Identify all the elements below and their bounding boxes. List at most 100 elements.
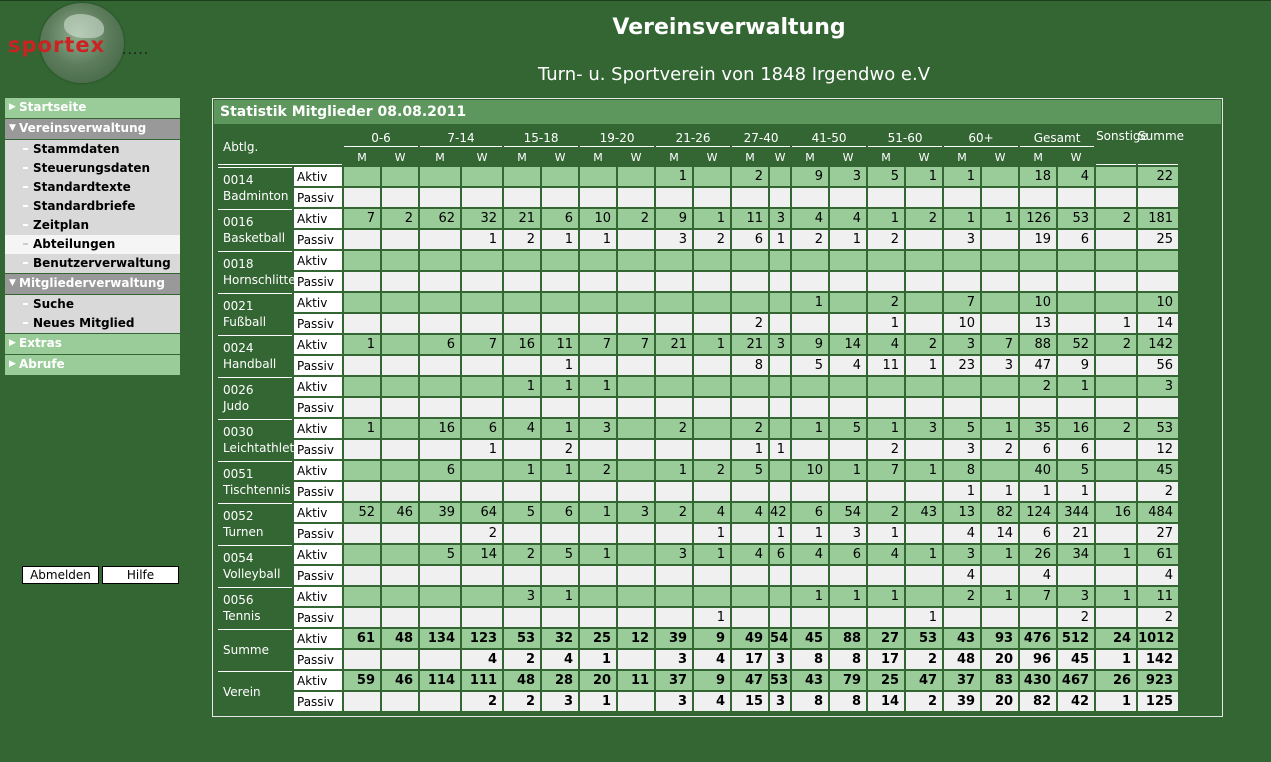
table-cell: [868, 398, 905, 417]
table-cell: [462, 566, 503, 585]
table-cell: 32: [542, 629, 579, 648]
table-cell: [830, 566, 867, 585]
table-row: Passiv 1 1 1 1 2: [218, 482, 1271, 501]
table-cell: [382, 356, 419, 375]
sidebar-nav: ▶ Startseite ▼ Vereinsverwaltung Stammda…: [5, 98, 180, 376]
table-cell: [982, 377, 1019, 396]
nav-item-suche[interactable]: Suche: [5, 295, 180, 314]
table-cell: [1138, 272, 1179, 291]
table-cell: [344, 482, 381, 501]
table-cell: [656, 251, 693, 270]
table-cell: [906, 272, 943, 291]
table-cell: 4: [732, 503, 769, 522]
table-cell: 11: [542, 335, 579, 354]
nav-item-zeitplan[interactable]: Zeitplan: [5, 216, 180, 235]
table-cell: 2: [868, 230, 905, 249]
table-cell: [982, 461, 1019, 480]
table-cell: [504, 167, 541, 186]
table-cell: 8: [732, 356, 769, 375]
nav-item-standardbriefe[interactable]: Standardbriefe: [5, 197, 180, 216]
table-row: 0018 Hornschlitten Aktiv: [218, 251, 1271, 287]
nav-item-steuerungsdaten[interactable]: Steuerungsdaten: [5, 159, 180, 178]
table-cell: [906, 188, 943, 207]
gender-m-header: M: [669, 150, 679, 164]
nav-item-benutzerverwaltung[interactable]: Benutzerverwaltung: [5, 254, 180, 273]
table-cell: [1020, 188, 1057, 207]
table-cell: [792, 251, 829, 270]
table-cell: [462, 167, 503, 186]
table-cell: [982, 230, 1019, 249]
table-cell: 14: [1138, 314, 1179, 333]
table-cell: 1: [462, 230, 503, 249]
table-cell: 28: [542, 671, 579, 690]
table-cell: [694, 167, 731, 186]
table-cell: [792, 608, 829, 627]
table-cell: [542, 251, 579, 270]
status-label-passiv: Passiv: [294, 524, 343, 543]
nav-item-stammdaten[interactable]: Stammdaten: [5, 140, 180, 159]
nav-item-abteilungen[interactable]: Abteilungen: [5, 235, 180, 254]
table-cell: [542, 167, 579, 186]
table-cell: [830, 188, 867, 207]
table-cell: [656, 398, 693, 417]
table-row: Passiv 1 2 1 1 2 3 2 6 6 12: [218, 440, 1271, 459]
age-group-header: 21-26: [656, 129, 731, 147]
table-cell: 3: [1138, 377, 1179, 396]
table-cell: 2: [1058, 608, 1095, 627]
table-cell: 2: [982, 440, 1019, 459]
table-cell: 52: [344, 503, 381, 522]
table-cell: 10: [944, 314, 981, 333]
help-button[interactable]: Hilfe: [102, 566, 179, 584]
nav-vereinsverwaltung[interactable]: ▼ Vereinsverwaltung: [5, 119, 180, 139]
table-cell: 2: [504, 545, 541, 564]
nav-extras[interactable]: ▶ Extras: [5, 334, 180, 354]
table-cell: [982, 293, 1019, 312]
table-cell: [580, 293, 617, 312]
table-cell: [1096, 251, 1137, 270]
table-cell: [504, 566, 541, 585]
table-cell: 2: [906, 692, 943, 711]
table-cell: [868, 482, 905, 501]
table-cell: 46: [382, 503, 419, 522]
table-cell: [830, 440, 867, 459]
table-cell: [580, 524, 617, 543]
total-label: Verein: [218, 671, 292, 711]
table-cell: 47: [1020, 356, 1057, 375]
department-code: 0054: [223, 550, 254, 565]
table-cell: 5: [830, 419, 867, 438]
logo-figure-icon: [64, 14, 104, 38]
table-cell: [344, 188, 381, 207]
nav-item-standardtexte[interactable]: Standardtexte: [5, 178, 180, 197]
table-cell: 37: [944, 671, 981, 690]
nav-startseite[interactable]: ▶ Startseite: [5, 98, 180, 118]
table-cell: [830, 272, 867, 291]
table-cell: 923: [1138, 671, 1179, 690]
table-cell: 4: [1138, 566, 1179, 585]
table-cell: [420, 314, 461, 333]
table-cell: 1: [906, 356, 943, 375]
gender-w-header: W: [476, 150, 488, 164]
logout-button[interactable]: Abmelden: [22, 566, 99, 584]
table-row: 0030 Leichtathletik Aktiv 1 16 6 4 1 3 2 2 1 5 1 3 5 1 35…: [218, 419, 1271, 455]
gender-w-header: W: [630, 150, 642, 164]
table-cell: [462, 482, 503, 501]
table-cell: [1096, 293, 1137, 312]
table-cell: 4: [1058, 167, 1095, 186]
table-cell: 2: [694, 461, 731, 480]
table-cell: [694, 482, 731, 501]
status-label-aktiv: Aktiv: [294, 251, 343, 270]
other-column-header: Sonstige: [1096, 129, 1148, 165]
table-cell: [1058, 251, 1095, 270]
table-row: 0051 Tischtennis Aktiv 6 1 1 2 1 2 5 10 1 7 1 8 40 5 45: [218, 461, 1271, 497]
table-cell: 6: [1020, 440, 1057, 459]
nav-abrufe[interactable]: ▶ Abrufe: [5, 355, 180, 375]
table-cell: [982, 566, 1019, 585]
table-cell: 1: [542, 230, 579, 249]
table-cell: [830, 608, 867, 627]
nav-mitgliederverwaltung[interactable]: ▼ Mitgliederverwaltung: [5, 274, 180, 294]
table-row: Passiv 1 1 2 2: [218, 608, 1271, 627]
nav-item-neues-mitglied[interactable]: Neues Mitglied: [5, 314, 180, 333]
table-cell: [694, 314, 731, 333]
table-cell: 1: [868, 209, 905, 228]
department-label: 0016 Basketball: [218, 209, 292, 249]
